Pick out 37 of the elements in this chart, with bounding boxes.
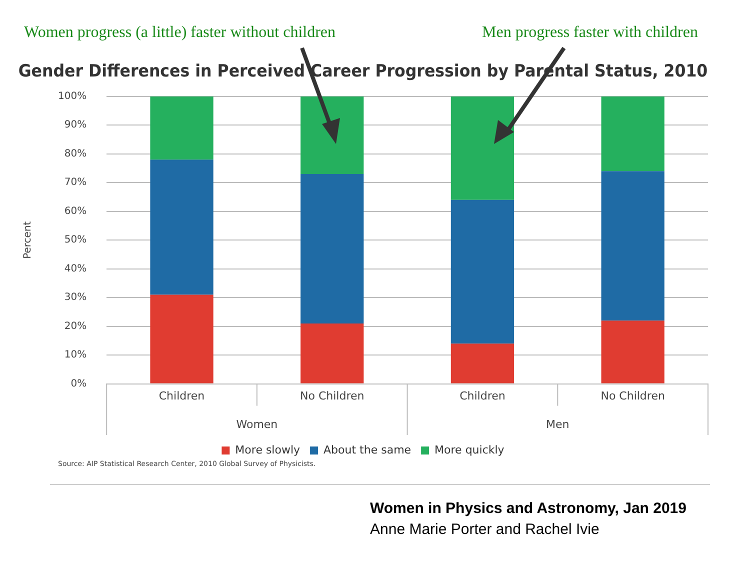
legend-label: More quickly bbox=[434, 443, 505, 456]
y-tick-label: 70% bbox=[64, 177, 87, 188]
y-tick-label: 0% bbox=[70, 378, 87, 390]
y-tick-label: 90% bbox=[64, 120, 87, 131]
bar bbox=[601, 171, 664, 321]
y-tick-label: 40% bbox=[64, 263, 87, 274]
bar bbox=[450, 96, 514, 200]
bar bbox=[300, 174, 364, 324]
y-tick-label: 80% bbox=[64, 148, 87, 160]
x-tick-label: No Children bbox=[300, 389, 364, 402]
bar bbox=[450, 200, 514, 344]
bar bbox=[150, 96, 214, 160]
text: Men bbox=[546, 418, 570, 431]
text: Women in Physics and Astronomy, Jan 2019 bbox=[370, 500, 686, 517]
y-tick-label: 20% bbox=[64, 320, 87, 332]
x-tick-label: Children bbox=[158, 389, 205, 402]
y-tick-label: 60% bbox=[64, 206, 87, 217]
text: Women progress (a little) faster without children bbox=[24, 24, 336, 42]
y-tick-label: 100% bbox=[58, 90, 87, 102]
bar bbox=[450, 344, 514, 384]
legend-label: More slowly bbox=[235, 443, 301, 456]
bar bbox=[300, 96, 364, 174]
bar bbox=[601, 320, 664, 384]
y-tick-label: 50% bbox=[64, 234, 87, 246]
bar bbox=[150, 160, 214, 295]
text: Men progress faster with children bbox=[482, 24, 698, 42]
bar bbox=[601, 96, 664, 172]
y-tick-label: 10% bbox=[64, 350, 87, 361]
text: Anne Marie Porter and Rachel Ivie bbox=[370, 521, 600, 538]
y-tick-label: 30% bbox=[64, 292, 87, 304]
x-tick-label: Children bbox=[460, 389, 506, 402]
legend-label: About the same bbox=[324, 443, 412, 456]
bar bbox=[300, 323, 364, 384]
text: Women bbox=[236, 418, 278, 431]
y-axis-title: Percent bbox=[22, 221, 34, 259]
bar bbox=[150, 294, 214, 384]
x-tick-label: No Children bbox=[600, 389, 665, 402]
